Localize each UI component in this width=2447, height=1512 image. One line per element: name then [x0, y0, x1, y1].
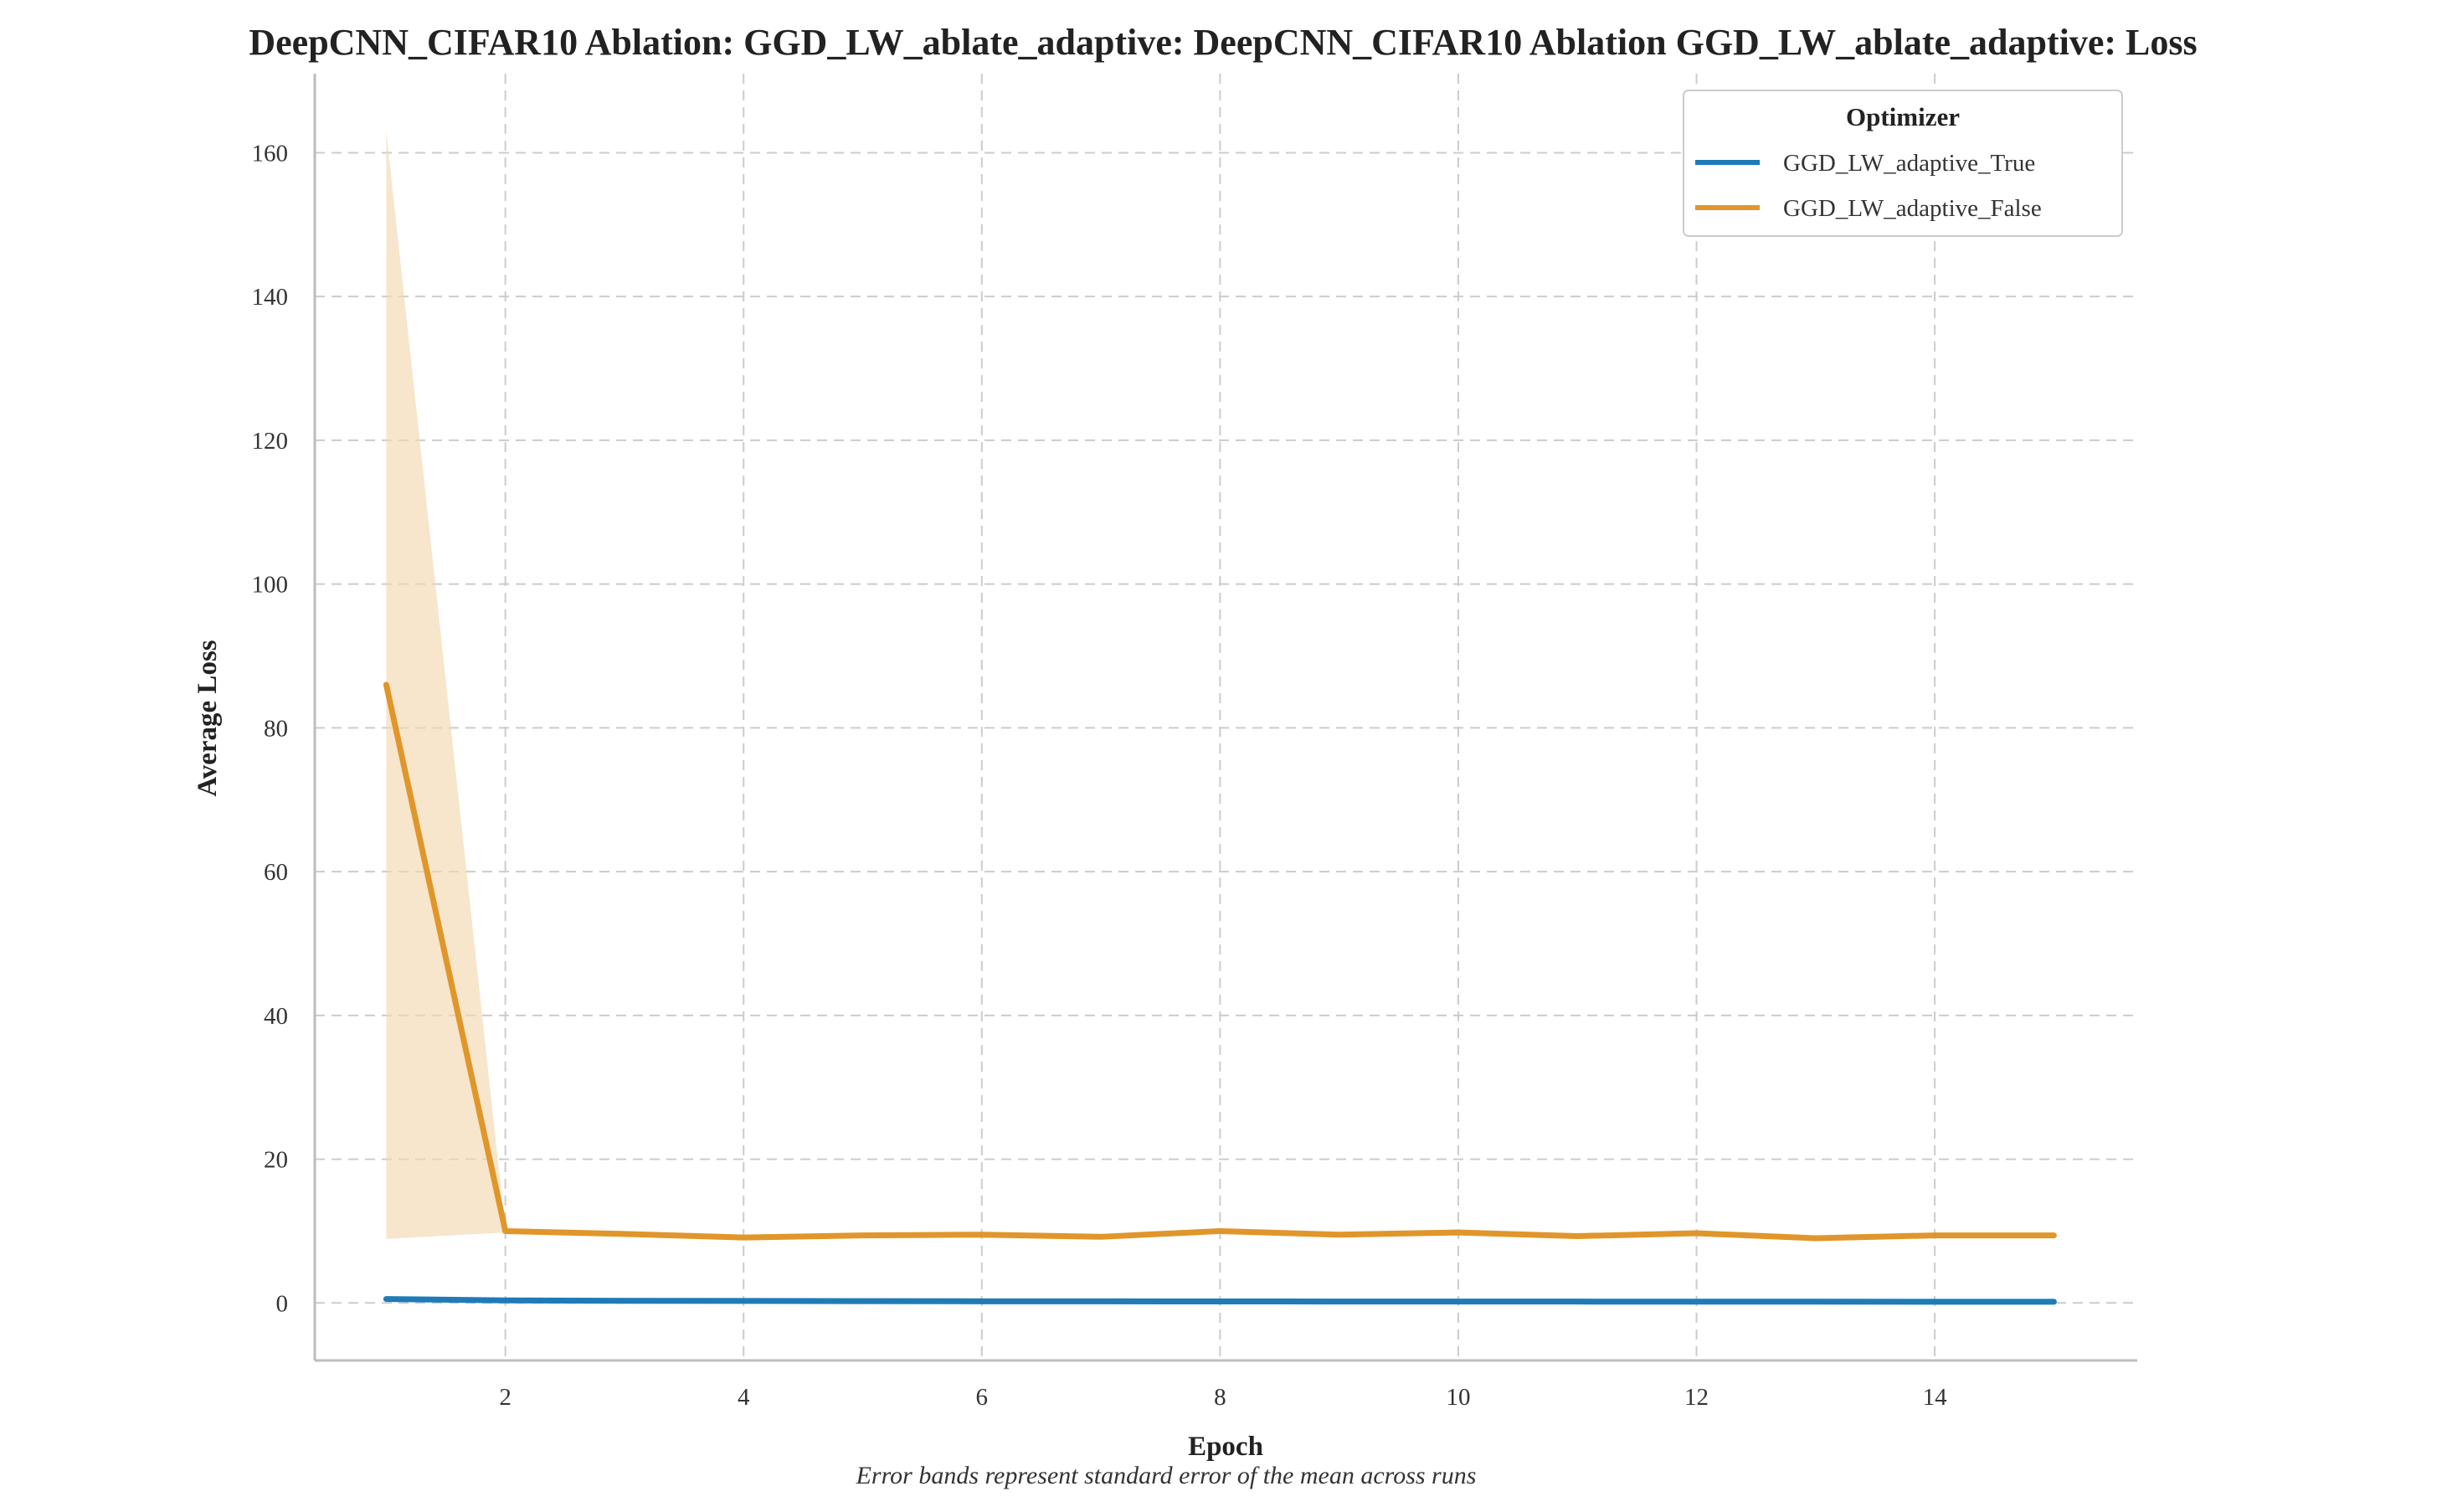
x-tick-label: 8 — [1214, 1384, 1226, 1411]
y-tick-labels: 0 20 40 60 80 100 120 140 160 — [252, 140, 289, 1317]
legend-title: Optimizer — [1846, 102, 1960, 131]
legend: Optimizer GGD_LW_adaptive_True GGD_LW_ad… — [1683, 90, 2123, 237]
x-tick-label: 2 — [499, 1384, 512, 1411]
chart-title: DeepCNN_CIFAR10 Ablation: GGD_LW_ablate_… — [249, 22, 2197, 63]
legend-box — [1683, 90, 2123, 237]
y-tick-label: 20 — [264, 1147, 288, 1174]
x-tick-label: 4 — [738, 1384, 750, 1411]
legend-label-false: GGD_LW_adaptive_False — [1783, 195, 2042, 222]
y-tick-label: 80 — [264, 715, 288, 742]
y-tick-label: 160 — [252, 140, 289, 167]
y-tick-label: 100 — [252, 572, 289, 599]
caption: Error bands represent standard error of … — [856, 1462, 1477, 1489]
grid-layer — [315, 74, 2137, 1360]
y-tick-label: 140 — [252, 284, 289, 311]
x-tick-label: 14 — [1923, 1384, 1948, 1411]
y-tick-label: 40 — [264, 1003, 288, 1030]
x-tick-label: 12 — [1684, 1384, 1709, 1411]
x-tick-labels: 2 4 6 8 10 12 14 — [499, 1384, 1947, 1411]
y-axis-label: Average Loss — [193, 640, 223, 796]
series-line-0 — [383, 1296, 2057, 1305]
x-tick-label: 10 — [1446, 1384, 1470, 1411]
series-line-1 — [383, 681, 2057, 1242]
x-axis-label: Epoch — [1188, 1432, 1263, 1462]
y-tick-label: 120 — [252, 428, 289, 455]
y-tick-label: 0 — [276, 1290, 289, 1317]
series-lines — [383, 681, 2057, 1305]
legend-label-true: GGD_LW_adaptive_True — [1783, 150, 2035, 177]
y-tick-label: 60 — [264, 859, 288, 886]
x-tick-label: 6 — [976, 1384, 989, 1411]
